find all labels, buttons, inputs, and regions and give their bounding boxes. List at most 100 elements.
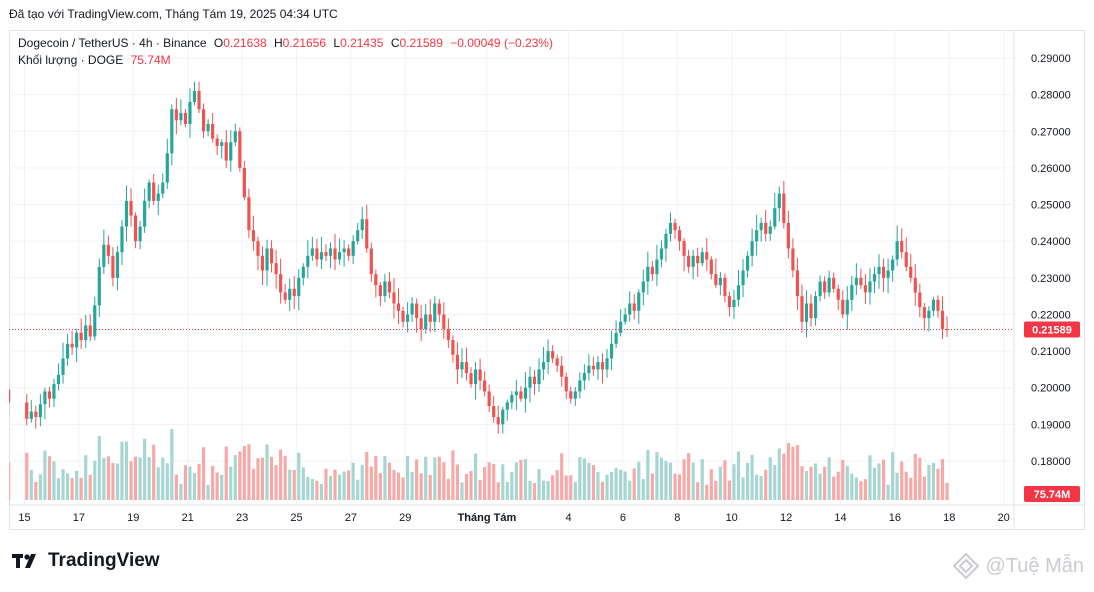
candle-body bbox=[29, 411, 33, 419]
candle-body bbox=[483, 380, 487, 392]
candle-body bbox=[229, 142, 233, 161]
legend-volume-value: 75.74M bbox=[130, 53, 171, 67]
volume-bar bbox=[782, 453, 786, 500]
volume-bar bbox=[895, 472, 899, 500]
volume-bar bbox=[823, 466, 827, 500]
price-tick-label: 0.28000 bbox=[1031, 90, 1071, 102]
candle-body bbox=[841, 299, 845, 315]
volume-bar bbox=[659, 457, 664, 500]
candle-body bbox=[256, 241, 260, 256]
candle-body bbox=[25, 402, 29, 419]
volume-bar bbox=[378, 473, 382, 500]
candle-body bbox=[120, 226, 124, 253]
candle-body bbox=[913, 277, 917, 293]
volume-bar bbox=[97, 435, 101, 500]
volume-bar bbox=[714, 480, 718, 500]
volume-bar bbox=[677, 474, 682, 500]
candle-body bbox=[600, 362, 605, 370]
volume-bar bbox=[306, 476, 310, 500]
volume-bar bbox=[161, 457, 165, 500]
candle-body bbox=[437, 303, 441, 315]
tradingview-logo[interactable]: TradingView bbox=[12, 550, 160, 572]
watermark: @Tuệ Mẫn bbox=[952, 552, 1085, 580]
candle-body bbox=[900, 241, 904, 253]
candle-body bbox=[70, 343, 74, 348]
candle-body bbox=[705, 252, 709, 260]
time-tick-label: 29 bbox=[399, 512, 411, 524]
volume-bar bbox=[79, 477, 83, 500]
volume-bar bbox=[936, 468, 940, 500]
volume-bar bbox=[709, 469, 713, 500]
watermark-text: @Tuệ Mẫn bbox=[985, 554, 1085, 577]
volume-bar bbox=[428, 474, 432, 500]
candle-body bbox=[895, 241, 899, 260]
candle-body bbox=[755, 230, 759, 242]
time-tick-label: 15 bbox=[18, 512, 30, 524]
candle-body bbox=[619, 321, 623, 333]
volume-bar bbox=[460, 482, 464, 500]
candle-body bbox=[79, 332, 83, 341]
volume-bar bbox=[383, 456, 387, 500]
volume-bar bbox=[818, 473, 822, 500]
candle-body bbox=[405, 314, 410, 322]
candle-body bbox=[129, 200, 133, 216]
time-tick-label: 16 bbox=[889, 512, 901, 524]
volume-bar bbox=[455, 464, 460, 500]
candle-body bbox=[38, 404, 42, 418]
last-price-tag: 0.21589 bbox=[1032, 325, 1072, 337]
legend-open-value: 0.21638 bbox=[223, 36, 267, 50]
candle-body bbox=[931, 299, 936, 311]
time-axis: 15 17 19 21 23 25 27 29 Tháng Tám 4 6 8 10 12 14 16 18 20 bbox=[18, 512, 1009, 524]
volume-bar bbox=[750, 454, 754, 500]
time-tick-label: 19 bbox=[127, 512, 139, 524]
volume-bar bbox=[809, 466, 813, 500]
volume-bar bbox=[532, 483, 537, 500]
candle-body bbox=[732, 299, 736, 308]
volume-bar bbox=[324, 468, 328, 500]
volume-bar bbox=[365, 451, 369, 500]
candle-body bbox=[591, 365, 596, 370]
volume-bars bbox=[9, 429, 949, 500]
tradingview-logo-text: TradingView bbox=[48, 550, 160, 571]
candle-body bbox=[179, 112, 183, 121]
volume-bar bbox=[424, 456, 428, 500]
candle-body bbox=[220, 142, 224, 146]
candle-body bbox=[782, 193, 786, 223]
volume-bar bbox=[687, 453, 691, 500]
candle-body bbox=[297, 277, 301, 297]
candle-body bbox=[628, 303, 632, 315]
volume-bar bbox=[138, 457, 142, 500]
candle-body bbox=[528, 376, 532, 388]
candle-body bbox=[836, 288, 840, 300]
volume-bar bbox=[34, 482, 38, 500]
volume-bar bbox=[179, 483, 183, 500]
volume-bar bbox=[374, 455, 378, 500]
candle-body bbox=[310, 248, 314, 256]
volume-bar bbox=[211, 465, 215, 500]
candle-body bbox=[428, 314, 432, 322]
chart-canvas[interactable]: 0.29000 0.28000 0.27000 0.26000 0.25000 0.240… bbox=[9, 30, 1085, 530]
volume-bar bbox=[9, 462, 11, 500]
candle-body bbox=[868, 281, 872, 293]
volume-bar bbox=[768, 457, 772, 500]
volume-bar bbox=[215, 472, 219, 500]
candle-body bbox=[265, 248, 269, 271]
candle-body bbox=[682, 241, 686, 256]
candle-body bbox=[383, 281, 387, 297]
volume-bar bbox=[564, 475, 568, 500]
candle-body bbox=[664, 233, 668, 249]
price-tick-label: 0.23000 bbox=[1031, 273, 1071, 285]
candle-body bbox=[555, 358, 559, 366]
volume-bar bbox=[909, 477, 913, 500]
candle-body bbox=[324, 252, 328, 256]
candle-body bbox=[691, 255, 695, 267]
candle-body bbox=[115, 252, 120, 278]
volume-bar bbox=[628, 480, 632, 500]
candle-body bbox=[419, 318, 423, 330]
candle-body bbox=[832, 277, 836, 289]
volume-bar bbox=[650, 473, 654, 500]
volume-bar bbox=[596, 472, 600, 500]
candle-body bbox=[854, 277, 858, 286]
volume-bar bbox=[795, 445, 800, 500]
candle-body bbox=[569, 391, 573, 399]
